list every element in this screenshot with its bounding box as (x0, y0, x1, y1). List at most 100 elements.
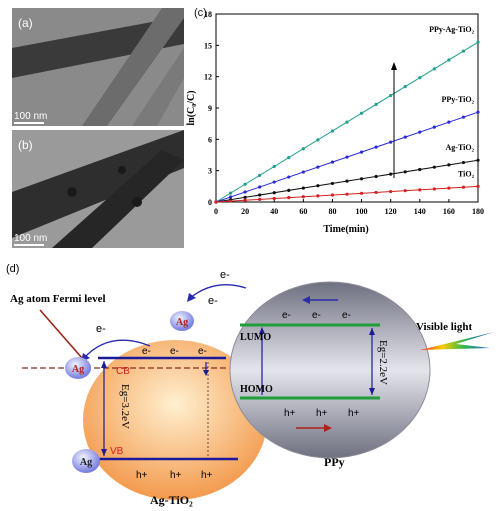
tio2-electron-2: e- (170, 346, 179, 357)
series-label: PPy-Ag-TiO₂ (429, 25, 475, 34)
y-tick-label: 9 (208, 104, 212, 113)
x-tick-label: 180 (472, 207, 484, 216)
ppy-transfer-arrow-head (302, 296, 310, 304)
kinetics-chart: (c) 0 20 40 60 80 100 120 140 160 180 0 3 6 9 12 15 18 P… (186, 7, 484, 235)
series-point (287, 196, 291, 200)
nanotube-image-a (12, 8, 184, 126)
series-point (316, 138, 320, 142)
y-tick-label: 18 (204, 10, 212, 19)
ppy-hole-3: h+ (348, 408, 360, 419)
tem-image-b: (b) 100 nm (12, 130, 184, 248)
ppy-bandgap-label: Eg=2.2eV (377, 340, 389, 385)
ag-label-top: Ag (176, 317, 188, 328)
tio2-hole-1: h+ (136, 470, 148, 481)
series-point (374, 190, 378, 195)
ag-label-left: Ag (72, 364, 84, 375)
series-point (287, 188, 291, 192)
series-point (461, 160, 466, 165)
electron-to-surface-ag-arrow (83, 339, 151, 359)
ag-particle-bottom (72, 449, 100, 473)
x-tick-label: 40 (270, 207, 278, 216)
transfer-electron-3: e- (96, 323, 106, 335)
ppy-hole-1: h+ (284, 408, 296, 419)
tem-image-a: (a) 100 nm (12, 8, 184, 126)
series-point (272, 180, 276, 184)
tio2-hole-3: h+ (201, 470, 213, 481)
series-point (359, 150, 364, 154)
homo-label: HOMO (240, 384, 273, 395)
series-point (359, 191, 364, 195)
series-point (432, 187, 436, 191)
plot-frame (215, 13, 479, 203)
series-point (389, 140, 393, 144)
series-point (287, 156, 291, 160)
series-point (447, 163, 451, 167)
series-point (330, 160, 335, 164)
visible-light-label: Visible light (416, 321, 472, 333)
x-tick-label: 0 (214, 207, 218, 216)
y-tick-label: 6 (208, 135, 212, 144)
series-point (228, 195, 233, 199)
ppy-excitation-arrow-head (259, 327, 265, 334)
tio2-hole-2: h+ (170, 470, 182, 481)
tio2-gap-arrow-head-bottom (101, 449, 107, 456)
panel-label-a: (a) (18, 16, 33, 30)
series-point (389, 93, 393, 98)
y-tick-label: 3 (208, 167, 212, 176)
y-tick-label: 0 (208, 198, 212, 207)
x-tick-label: 160 (443, 207, 455, 216)
series-point (243, 198, 247, 202)
ppy-electron-3: e- (342, 310, 351, 321)
series-point (301, 186, 305, 190)
series-label: TiO₂ (458, 169, 475, 178)
series-point (258, 197, 262, 201)
series-point (418, 130, 422, 134)
x-tick-label: 120 (385, 207, 397, 216)
series-label: PPy-TiO₂ (442, 95, 475, 104)
series-point (447, 120, 451, 124)
band-diagram: (d) Ag atom Fermi level CB VB Eg=3.2eV e… (6, 263, 494, 507)
scale-label-b: 100 nm (14, 233, 48, 244)
trend-arrow-head (391, 62, 397, 70)
series-point (389, 189, 393, 194)
scale-bar-b (14, 244, 44, 246)
series-point (403, 135, 407, 139)
series-point (447, 58, 451, 62)
scale-bar-a (14, 122, 44, 124)
series-point (476, 184, 480, 188)
transfer-electron-1: e- (220, 269, 230, 281)
series-point (243, 195, 247, 199)
series-point (345, 120, 349, 124)
series-point (301, 170, 305, 174)
y-tick-label: 15 (204, 41, 212, 50)
series-point (258, 185, 262, 189)
series-point (403, 170, 407, 174)
electron-to-ag-arrow-head (187, 293, 196, 302)
series-point (403, 189, 407, 193)
series-point (374, 102, 378, 106)
series-point (359, 111, 364, 115)
cb-to-fermi-arrow-head (203, 370, 209, 376)
fermi-level-label: Ag atom Fermi level (10, 293, 106, 305)
agtio2-label: Ag-TiO₂ (150, 493, 193, 507)
series-point (330, 193, 335, 197)
series-point (345, 155, 349, 159)
light-beam-icon (420, 332, 494, 350)
series-point (272, 164, 276, 169)
x-tick-label: 100 (356, 207, 368, 216)
ag-particle-left (65, 357, 91, 379)
ppy-electron-2: e- (312, 310, 321, 321)
ag-particle-top (170, 311, 194, 331)
series-point (476, 40, 480, 44)
series-point (432, 125, 436, 129)
electron-to-ag-arrow (189, 284, 247, 299)
series-point (330, 129, 335, 133)
x-axis-label: Time(min) (323, 224, 368, 235)
series-point (345, 192, 349, 196)
y-axis-label: ln(C₀/C) (186, 90, 197, 125)
series-point (432, 67, 436, 71)
series-point (330, 181, 335, 186)
series-point (359, 177, 364, 181)
series-point (272, 196, 276, 201)
ag-label-bottom: Ag (80, 457, 92, 468)
